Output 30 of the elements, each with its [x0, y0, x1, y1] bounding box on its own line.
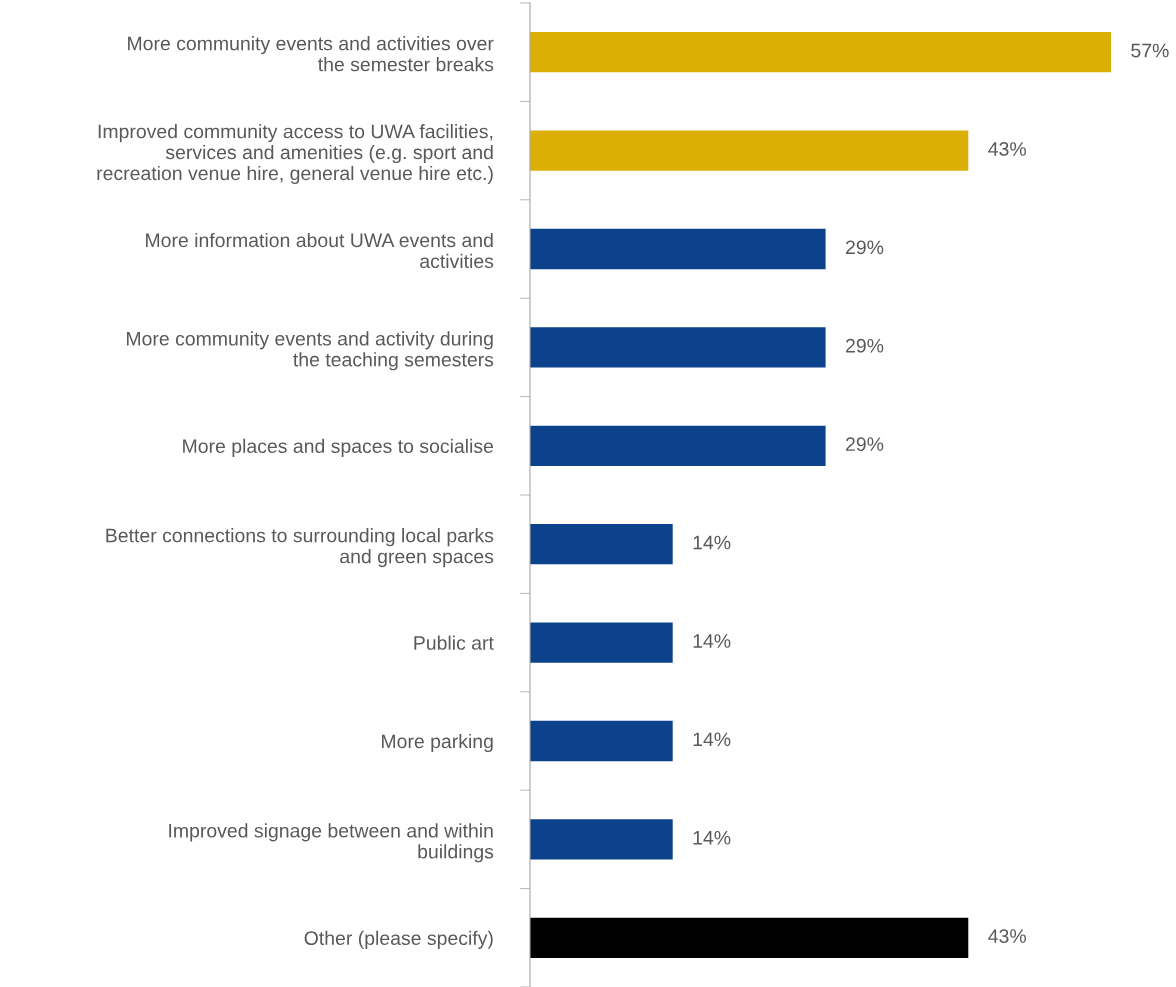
bar: [530, 819, 673, 860]
bar: [530, 622, 673, 663]
data-label: 29%: [846, 437, 884, 452]
y-tick-label: More information about UWA events and activities: [146, 232, 494, 269]
bar: [530, 32, 1111, 73]
bar: [530, 425, 826, 466]
bar: [530, 524, 673, 565]
y-tick-label: Other (please specify): [304, 930, 493, 949]
data-label: 14%: [693, 634, 731, 648]
data-label: 43%: [988, 929, 1026, 944]
data-label: 29%: [846, 240, 884, 255]
y-tick-label: Better connections to surrounding local parks and green spaces: [106, 528, 494, 568]
data-label: 14%: [693, 535, 731, 550]
y-tick-label: Public art: [414, 635, 494, 650]
y-tick-label: Improved signage between and within buildings: [169, 823, 494, 863]
bar: [530, 917, 969, 958]
data-label: 29%: [846, 338, 884, 353]
y-tick-label: Improved community access to UWA facilities, services and amenities (e.g. sport and recreation venue hire, general venue hire etc.): [97, 124, 493, 185]
data-label: 14%: [693, 732, 731, 747]
bar: [530, 228, 826, 270]
data-label: 57%: [1131, 43, 1169, 58]
bar: [530, 130, 969, 171]
y-tick-label: More places and spaces to socialise: [183, 438, 494, 457]
y-tick-label: More parking: [382, 733, 493, 753]
bar: [530, 327, 826, 368]
y-tick-label: More community events and activities over the semester breaks: [128, 36, 494, 72]
data-label: 14%: [693, 830, 731, 845]
y-tick-label: More community events and activity during the teaching semesters: [126, 331, 494, 371]
bar: [530, 720, 673, 762]
data-label: 43%: [988, 142, 1026, 156]
